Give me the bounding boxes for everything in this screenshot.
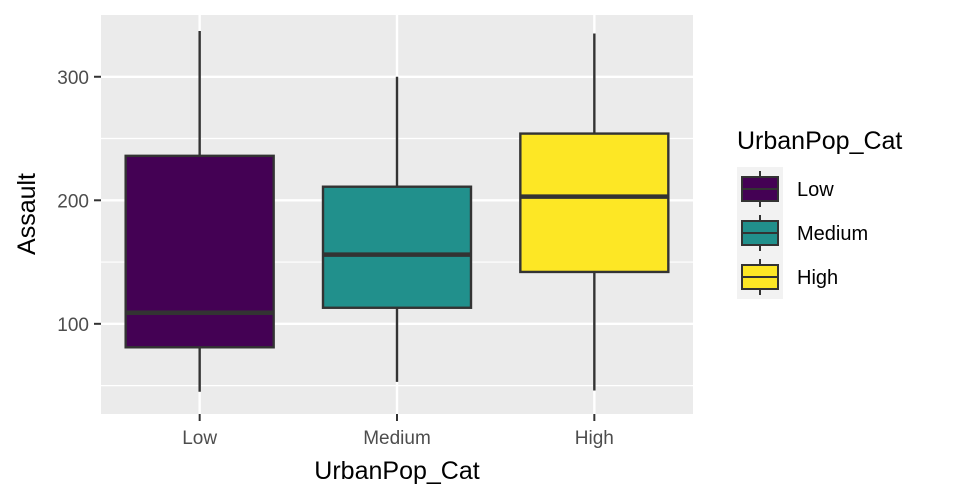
box-low	[124, 31, 275, 392]
legend-item-high: High	[737, 255, 838, 299]
x-axis: Low Medium High	[182, 414, 614, 449]
legend-item-medium: Medium	[737, 211, 868, 255]
legend-title: UrbanPop_Cat	[737, 127, 902, 155]
legend-label: Low	[797, 179, 834, 201]
x-tick-label: Low	[182, 428, 217, 449]
legend-label: High	[797, 267, 838, 289]
box-rect	[321, 185, 473, 309]
box-rect	[124, 154, 275, 349]
x-tick-label: Medium	[363, 428, 431, 449]
box-high	[519, 33, 670, 391]
x-tick-label: High	[575, 428, 614, 449]
y-axis: 100 200 300	[57, 68, 101, 336]
box-rect	[519, 132, 670, 274]
y-tick-label: 100	[57, 315, 89, 336]
y-tick-label: 300	[57, 68, 89, 89]
legend-item-low: Low	[737, 167, 834, 211]
legend: UrbanPop_Cat Low Medium High	[737, 127, 902, 299]
y-axis-title: Assault	[13, 173, 41, 255]
boxes	[124, 31, 670, 392]
y-tick-label: 200	[57, 191, 89, 212]
box-medium	[321, 76, 473, 382]
legend-label: Medium	[797, 223, 868, 245]
x-axis-title: UrbanPop_Cat	[314, 457, 479, 485]
